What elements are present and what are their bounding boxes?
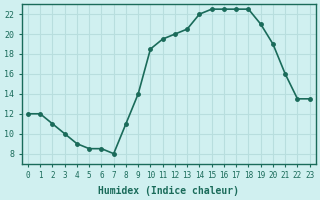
X-axis label: Humidex (Indice chaleur): Humidex (Indice chaleur) [98, 186, 239, 196]
